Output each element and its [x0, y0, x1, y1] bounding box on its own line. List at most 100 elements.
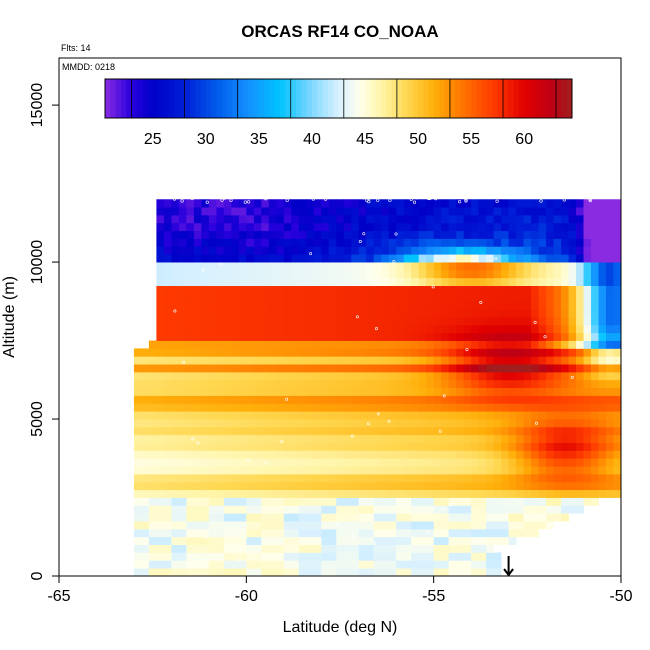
heat-cell: [606, 293, 614, 302]
heat-cell: [201, 293, 210, 302]
heat-cell: [463, 434, 472, 443]
heat-cell: [343, 560, 352, 569]
heat-cell: [328, 521, 337, 530]
heat-cell: [516, 473, 524, 483]
heat-cell: [358, 230, 367, 239]
heat-cell: [366, 207, 375, 216]
heat-cell: [538, 473, 547, 483]
heat-cell: [501, 521, 509, 530]
heat-cell: [253, 521, 262, 530]
heat-cell: [141, 356, 150, 365]
heat-cell: [388, 489, 397, 498]
heat-cell: [366, 536, 375, 546]
heat-cell: [426, 317, 435, 326]
heat-cell: [178, 379, 187, 389]
heat-cell: [186, 395, 195, 404]
heat-cell: [546, 293, 554, 302]
heat-cell: [411, 568, 420, 576]
heat-cell: [561, 364, 569, 373]
heat-cell: [381, 403, 390, 412]
heat-cell: [298, 230, 307, 239]
heat-cell: [486, 395, 495, 404]
heat-cell: [523, 207, 532, 216]
heat-cell: [351, 403, 360, 412]
heat-cell: [561, 371, 569, 381]
sample-point: [479, 194, 484, 198]
heat-cell: [411, 458, 420, 467]
flights-label: Flts: 14: [61, 43, 91, 53]
heat-cell: [373, 489, 382, 498]
heat-cell: [328, 544, 337, 553]
heat-cell: [148, 497, 157, 506]
heat-cell: [133, 403, 142, 412]
heat-cell: [546, 442, 554, 451]
heat-cell: [418, 552, 427, 561]
heat-cell: [591, 348, 599, 357]
heat-cell: [223, 364, 232, 373]
heat-cell: [208, 214, 217, 224]
colorbar-swatch: [126, 79, 133, 118]
heat-cell: [231, 544, 240, 553]
colorbar-swatch: [306, 79, 313, 118]
heat-cell: [261, 340, 270, 349]
heat-cell: [606, 387, 614, 396]
heat-cell: [358, 528, 367, 538]
heat-cell: [546, 214, 554, 224]
sample-point: [388, 198, 392, 202]
heat-cell: [448, 544, 457, 553]
heat-cell: [343, 230, 352, 239]
heat-cell: [246, 568, 255, 576]
heat-cell: [306, 403, 315, 412]
heat-cell: [336, 379, 345, 389]
heat-cell: [373, 348, 382, 357]
heat-cell: [156, 254, 165, 263]
heat-cell: [268, 262, 277, 271]
heat-cell: [583, 387, 592, 396]
heat-cell: [178, 238, 187, 247]
colorbar-swatch: [317, 79, 324, 118]
heat-cell: [366, 356, 375, 365]
heat-cell: [276, 395, 285, 404]
heat-cell: [268, 277, 277, 287]
heat-cell: [291, 222, 300, 232]
heat-cell: [486, 411, 495, 420]
heat-cell: [336, 214, 345, 224]
heat-cell: [313, 450, 322, 459]
heat-cell: [321, 285, 330, 294]
heat-cell: [448, 473, 457, 483]
heat-cell: [133, 497, 142, 506]
heat-cell: [531, 199, 539, 208]
heat-cell: [313, 309, 322, 318]
heat-cell: [366, 411, 375, 420]
heat-cell: [486, 481, 495, 491]
heat-cell: [403, 403, 412, 412]
heat-cell: [448, 379, 457, 389]
colorbar-swatch: [396, 79, 403, 118]
heat-cell: [606, 442, 614, 451]
sample-point: [434, 197, 438, 201]
heat-cell: [276, 458, 285, 467]
heat-cell: [381, 395, 390, 404]
heat-cell: [141, 411, 150, 420]
heat-cell: [358, 199, 367, 208]
heat-cell: [426, 387, 435, 396]
heat-cell: [501, 269, 509, 279]
heat-cell: [276, 348, 285, 357]
heat-cell: [493, 528, 502, 538]
heat-cell: [388, 277, 397, 287]
heat-cell: [343, 544, 352, 553]
heat-cell: [418, 317, 427, 326]
heat-cell: [426, 254, 435, 263]
heat-cell: [411, 371, 420, 381]
heat-cell: [208, 238, 217, 247]
heat-cell: [388, 317, 397, 326]
heat-cell: [246, 489, 255, 498]
x-tick-label: -65: [47, 588, 70, 605]
heat-cell: [531, 214, 539, 224]
heat-cell: [568, 309, 577, 318]
heat-cell: [328, 332, 337, 341]
heat-cell: [553, 497, 562, 506]
heat-cell: [336, 560, 345, 569]
heat-cell: [463, 473, 472, 483]
heat-cell: [313, 230, 322, 239]
